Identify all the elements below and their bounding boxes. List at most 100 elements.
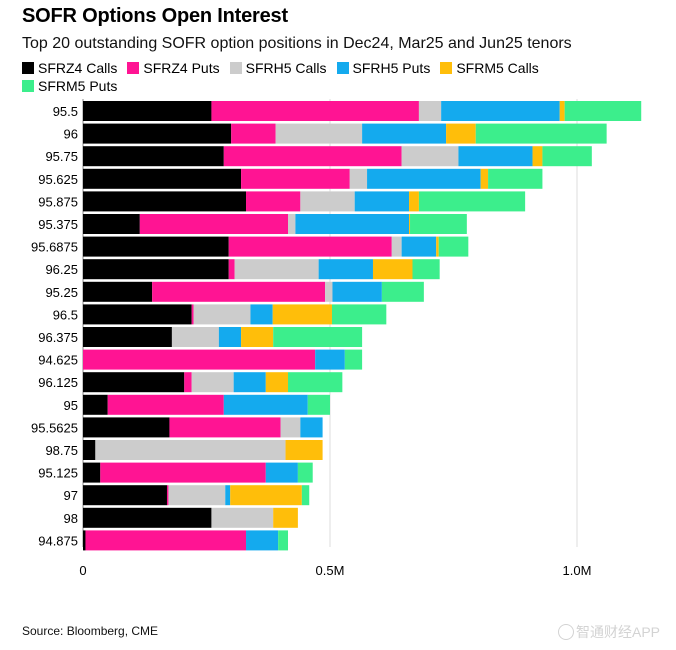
y-tick-label: 96.125 — [38, 375, 78, 390]
bar-segment — [559, 101, 565, 121]
legend-swatch — [22, 62, 34, 74]
y-tick-label: 95.5625 — [31, 420, 78, 435]
bar-segment — [412, 259, 440, 280]
bar-segment — [418, 101, 442, 121]
source-note: Source: Bloomberg, CME — [22, 624, 159, 638]
bar-segment — [152, 281, 326, 302]
bar-segment — [83, 123, 232, 144]
bar-segment — [139, 214, 289, 234]
y-tick-label: 98.75 — [45, 443, 78, 458]
bar-segment — [410, 214, 467, 234]
bar-segment — [193, 304, 251, 325]
bar-segment — [301, 485, 310, 506]
bar-segment — [438, 236, 469, 257]
bar-segment — [83, 507, 212, 528]
bar-segment — [564, 101, 642, 121]
legend-item-sfrh5-puts: SFRH5 Puts — [336, 59, 430, 77]
bar-segment — [225, 485, 231, 506]
bar-segment — [83, 236, 229, 257]
bar-segment — [344, 349, 363, 370]
bar-segment — [285, 440, 323, 460]
bar-segment — [300, 417, 323, 438]
bar-segment — [446, 123, 476, 144]
y-tick-label: 95.5 — [53, 104, 78, 119]
bar-segment — [475, 123, 607, 144]
y-tick-label: 95.875 — [38, 194, 78, 209]
bar-segment — [83, 394, 108, 415]
legend-label: SFRZ4 Calls — [38, 60, 118, 76]
bar-segment — [211, 507, 274, 528]
bar-segment — [228, 236, 392, 257]
bar-segment — [273, 327, 363, 347]
bar-segment — [223, 146, 402, 167]
legend-item-sfrm5-calls: SFRM5 Calls — [440, 59, 539, 77]
bar-segment — [401, 146, 459, 167]
bar-segment — [223, 394, 308, 415]
bar-segment — [83, 349, 316, 370]
bar-segment — [295, 214, 410, 234]
bar-segment — [107, 394, 224, 415]
legend-swatch — [229, 62, 242, 74]
y-tick-label: 96.5 — [53, 307, 78, 322]
y-tick-label: 95.375 — [38, 217, 78, 232]
legend-label: SFRH5 Calls — [245, 60, 327, 76]
bar-segment — [184, 372, 192, 393]
bar-segment — [331, 304, 387, 325]
bar-segment — [418, 191, 526, 212]
bar-segment — [349, 168, 368, 189]
bar-segment — [168, 485, 226, 506]
legend-item-sfrh5-calls: SFRH5 Calls — [229, 59, 327, 77]
y-tick-label: 95.75 — [45, 149, 78, 164]
bar-segment — [381, 281, 424, 302]
bar-segment — [95, 440, 286, 460]
bar-segment — [441, 101, 560, 121]
y-tick-label: 95 — [64, 398, 78, 413]
bar-segment — [488, 168, 543, 189]
bar-segment — [83, 530, 86, 551]
bar-segment — [297, 462, 313, 483]
bar-segment — [280, 417, 301, 438]
bar-segment — [265, 372, 289, 393]
legend-swatch — [127, 62, 140, 74]
bar-segment — [191, 304, 194, 325]
legend-label: SFRZ4 Puts — [143, 60, 220, 76]
bar-segment — [246, 530, 279, 551]
y-tick-label: 96.375 — [38, 330, 78, 345]
bar-segment — [191, 372, 234, 393]
bar-segment — [332, 281, 382, 302]
legend-label: SFRM5 Puts — [38, 78, 118, 94]
bar-segment — [83, 462, 101, 483]
bar-segment — [234, 259, 319, 280]
y-tick-label: 96.25 — [45, 262, 78, 277]
bar-segment — [315, 349, 345, 370]
bar-segment — [241, 327, 274, 347]
stacked-bar-chart: 0 0.5M 1.0M 95.5 96 95.75 95.625 95.875 95.375 95… — [31, 99, 642, 578]
legend-swatch — [336, 62, 349, 74]
watermark-text: 智通财经APP — [576, 624, 661, 640]
chart-legend: SFRZ4 Calls SFRZ4 Puts SFRH5 Calls SFRH5 Pu… — [22, 59, 582, 95]
legend-label: SFRM5 Calls — [456, 60, 539, 76]
y-tick-label: 95.25 — [45, 285, 78, 300]
legend-swatch — [22, 80, 34, 92]
legend-item-sfrz4-calls: SFRZ4 Calls — [22, 59, 117, 77]
bar-segment — [166, 485, 169, 506]
watermark: 智通财经APP — [558, 622, 660, 642]
bar-segment — [401, 236, 437, 257]
x-tick-label: 0 — [79, 563, 86, 578]
bar-segment — [83, 417, 170, 438]
y-tick-label: 97 — [64, 488, 78, 503]
y-tick-label: 98 — [64, 511, 78, 526]
bar-segment — [230, 485, 302, 506]
bar-segment — [275, 123, 363, 144]
bar-segment — [265, 462, 298, 483]
bar-segment — [83, 372, 185, 393]
bar-segment — [218, 327, 242, 347]
bar-segment — [83, 168, 242, 189]
bar-segment — [409, 214, 411, 234]
bar-segment — [241, 168, 350, 189]
bar-segment — [83, 191, 247, 212]
bar-segment — [83, 214, 140, 234]
bar-segment — [409, 191, 419, 212]
bar-segment — [391, 236, 402, 257]
x-tick-label: 1.0M — [563, 563, 592, 578]
